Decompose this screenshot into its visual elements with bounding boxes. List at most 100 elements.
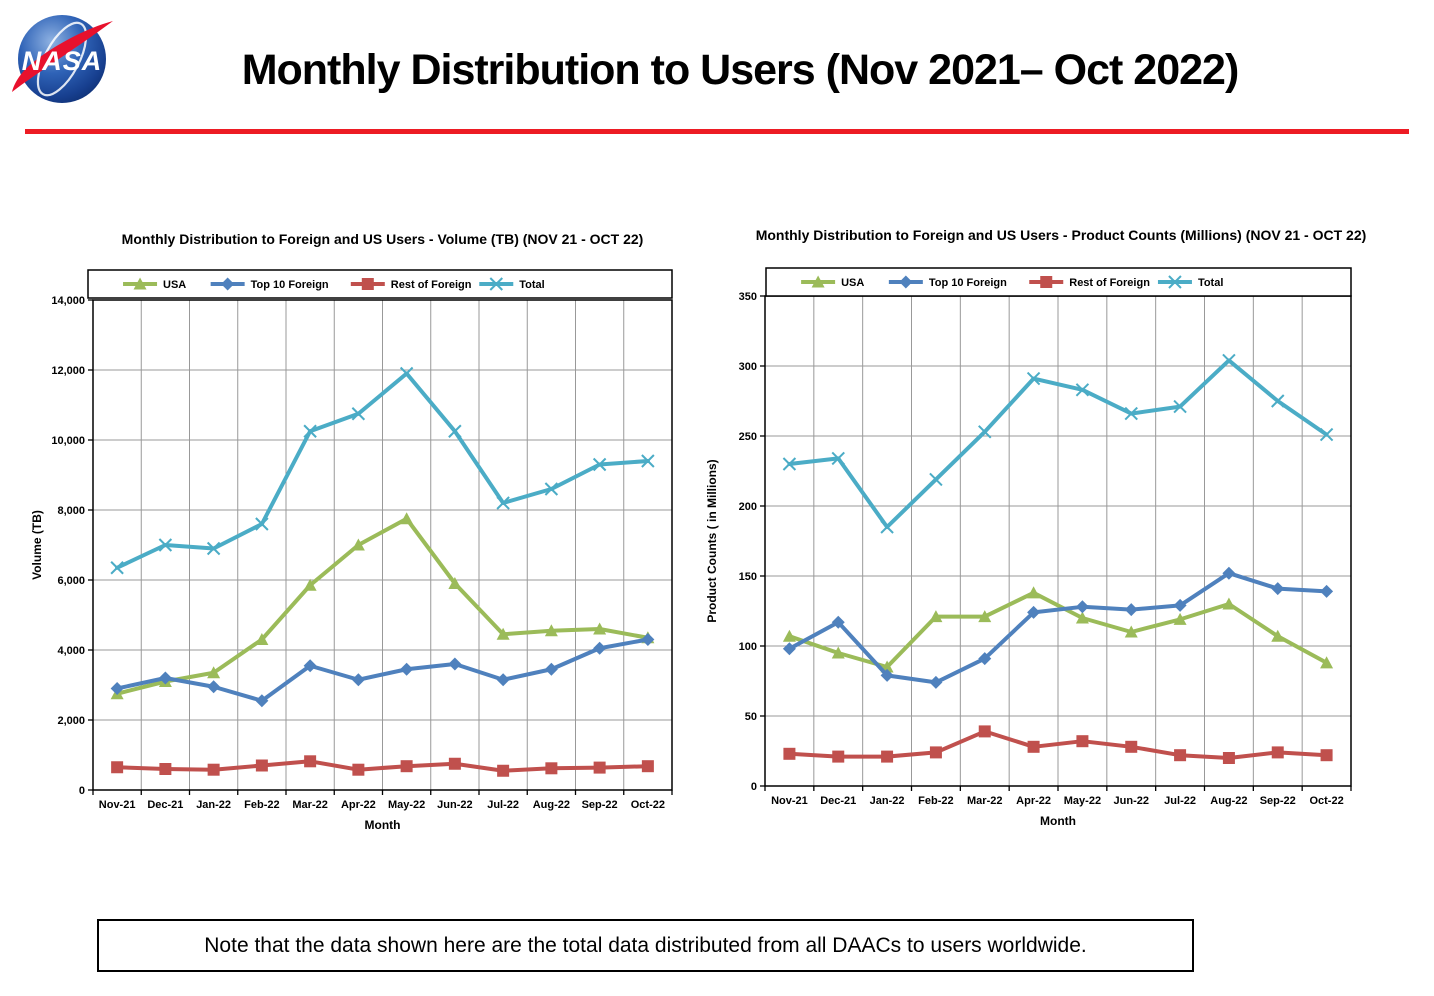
series-top-10-foreign-marker — [448, 657, 462, 671]
series-rest-of-foreign — [783, 725, 1333, 764]
x-tick-label: Mar-22 — [292, 799, 327, 811]
series-total-line — [787, 358, 1329, 529]
series-rest-of-foreign-marker — [1125, 740, 1138, 753]
series-top-10-foreign-marker — [255, 694, 269, 708]
series-top-10-foreign-marker — [1320, 584, 1334, 598]
series-top-10-foreign-marker — [496, 673, 510, 687]
volume-chart-title: Monthly Distribution to Foreign and US U… — [121, 231, 644, 247]
series-top-10-foreign-line — [787, 571, 1329, 685]
series-usa-marker — [303, 578, 317, 591]
legend-label: Top 10 Foreign — [251, 279, 329, 291]
red-divider — [25, 129, 1409, 134]
series-top-10-foreign — [110, 633, 655, 708]
y-tick-label: 250 — [739, 431, 757, 443]
series-total-line — [115, 371, 650, 570]
legend-label: Rest of Foreign — [391, 279, 472, 291]
series-usa-marker — [255, 633, 269, 646]
note-text: Note that the data shown here are the to… — [204, 933, 1087, 957]
series-rest-of-foreign-line — [787, 729, 1329, 760]
series-usa-marker — [1027, 586, 1041, 599]
series-rest-of-foreign-marker — [641, 760, 654, 773]
x-tick-label: Apr-22 — [1016, 795, 1051, 807]
series-rest-of-foreign-marker — [1271, 746, 1284, 759]
series-total-marker — [1271, 394, 1285, 408]
x-tick-label: Mar-22 — [967, 795, 1002, 807]
x-tick-label: Nov-21 — [771, 795, 808, 807]
series-top-10-foreign-marker — [303, 659, 317, 673]
series-usa-marker — [1173, 612, 1187, 625]
series-rest-of-foreign-marker — [1174, 749, 1187, 762]
logo-wordmark: NASA — [22, 46, 103, 76]
series-total-marker — [592, 457, 607, 472]
y-tick-label: 350 — [739, 291, 757, 303]
x-tick-label: Aug-22 — [533, 799, 570, 811]
series-top-10-foreign-marker — [1173, 598, 1187, 612]
series-top-10-foreign-marker — [110, 682, 124, 695]
series-rest-of-foreign-marker — [978, 725, 991, 738]
series-rest-of-foreign-marker — [929, 746, 942, 759]
x-tick-label: Jun-22 — [1114, 795, 1149, 807]
y-tick-label: 6,000 — [57, 575, 85, 587]
y-axis-title: Product Counts ( in Millions) — [705, 459, 719, 622]
series-total-marker — [544, 482, 559, 496]
series-top-10-foreign-marker — [1075, 600, 1089, 614]
series-usa-marker — [1222, 597, 1236, 610]
product-counts-chart-title: Monthly Distribution to Foreign and US U… — [755, 227, 1367, 243]
legend-item-total: Total — [1157, 275, 1223, 289]
y-tick-label: 100 — [739, 641, 757, 653]
series-rest-of-foreign-marker — [1076, 735, 1089, 748]
legend-marker — [361, 278, 374, 290]
series-top-10-foreign-marker — [1124, 603, 1138, 617]
series-usa-line — [115, 516, 650, 696]
series-total-marker — [399, 366, 414, 381]
series-top-10-foreign-marker — [831, 615, 845, 629]
series-total — [110, 366, 655, 575]
series-total-marker — [1319, 427, 1334, 442]
legend-marker — [1168, 275, 1182, 289]
series-rest-of-foreign-marker — [545, 762, 558, 775]
nasa-logo-graphic: NASA — [12, 15, 113, 103]
series-top-10-foreign-marker — [1271, 582, 1285, 596]
series-top-10-foreign-marker — [400, 662, 414, 676]
series-rest-of-foreign-marker — [832, 750, 845, 763]
series-total-marker — [1124, 406, 1138, 421]
series-total-marker — [978, 425, 992, 439]
legend-marker — [899, 275, 913, 289]
legend-item-top-10-foreign: Top 10 Foreign — [210, 277, 329, 291]
series-rest-of-foreign-marker — [1222, 752, 1235, 764]
series-rest-of-foreign-marker — [593, 761, 606, 774]
x-axis-title: Month — [365, 818, 401, 832]
legend-item-total: Total — [479, 277, 545, 291]
x-tick-label: Dec-21 — [820, 795, 856, 807]
y-axis: 0 50 100 150 200 250 300 350 — [739, 291, 765, 793]
x-axis-title: Month — [1040, 814, 1076, 828]
series-rest-of-foreign — [111, 755, 654, 777]
series-rest-of-foreign-marker — [497, 764, 510, 777]
series-rest-of-foreign-marker — [881, 750, 894, 763]
x-tick-label: Jan-22 — [870, 795, 905, 807]
volume-chart: Monthly Distribution to Foreign and US U… — [25, 231, 690, 856]
series-total-marker — [351, 407, 366, 421]
y-tick-label: 300 — [739, 361, 757, 373]
legend-label: Rest of Foreign — [1069, 277, 1150, 289]
series-total-marker — [448, 424, 462, 438]
y-axis-title: Volume (TB) — [30, 510, 44, 580]
logo-orbit — [36, 21, 88, 97]
legend-item-rest-of-foreign: Rest of Foreign — [1029, 276, 1150, 289]
logo-swoosh — [12, 21, 113, 92]
series-top-10-foreign-marker — [880, 668, 894, 682]
legend-marker — [489, 277, 503, 291]
series-rest-of-foreign-marker — [255, 759, 268, 772]
series-total-marker — [880, 520, 894, 534]
series-usa-marker — [831, 646, 845, 659]
legend-item-rest-of-foreign: Rest of Foreign — [350, 278, 472, 291]
legend-label: USA — [841, 277, 864, 289]
series-top-10-foreign-marker — [158, 671, 172, 685]
legend-marker — [1040, 276, 1053, 288]
series-rest-of-foreign-marker — [352, 763, 365, 776]
series-total-marker — [255, 517, 269, 531]
legend-marker — [133, 277, 147, 290]
x-tick-label: Oct-22 — [1309, 795, 1343, 807]
series-total-marker — [206, 541, 221, 556]
